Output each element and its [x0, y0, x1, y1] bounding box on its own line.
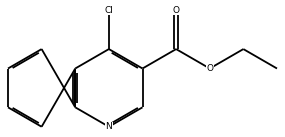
Text: O: O	[206, 64, 213, 73]
Text: O: O	[173, 6, 180, 15]
Text: N: N	[105, 122, 112, 131]
Text: Cl: Cl	[104, 6, 113, 15]
